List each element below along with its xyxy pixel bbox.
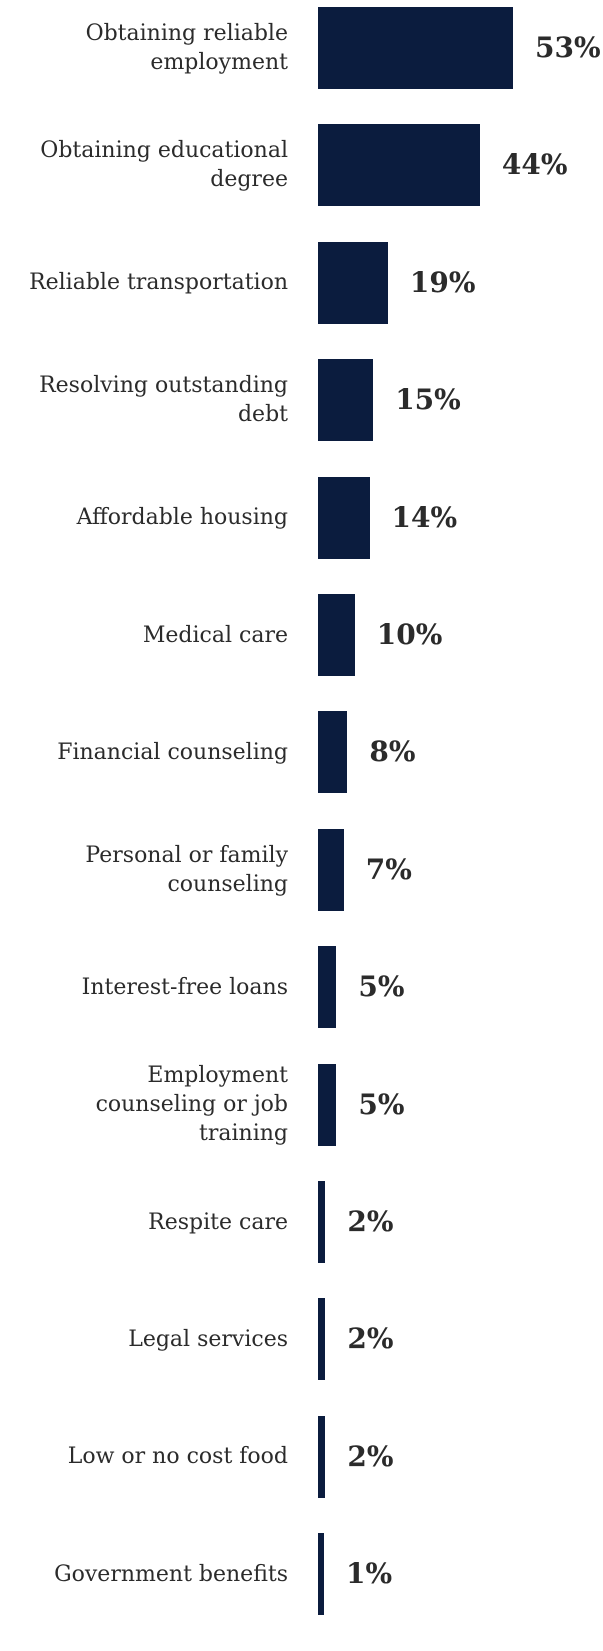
- chart-row: Medical care 10%: [0, 594, 603, 711]
- category-label: Interest-free loans: [81, 974, 288, 1000]
- bar: [318, 7, 513, 89]
- chart-row: Respite care 2%: [0, 1181, 603, 1298]
- bar: [318, 241, 388, 324]
- chart-row: Resolving outstanding debt 15%: [0, 359, 603, 476]
- value-label: 2%: [347, 1205, 394, 1238]
- category-label: Obtaining reliable employment: [85, 21, 288, 75]
- chart-row: Obtaining reliable employment 53%: [0, 7, 603, 124]
- chart-row: Reliable transportation 19%: [0, 241, 603, 359]
- value-label: 8%: [369, 735, 416, 769]
- value-label: 5%: [358, 970, 405, 1004]
- value-label: 53%: [535, 31, 601, 64]
- chart-row: Legal services 2%: [0, 1298, 603, 1415]
- category-label: Government benefits: [54, 1561, 288, 1587]
- value-label: 2%: [347, 1322, 394, 1356]
- value-label: 7%: [365, 852, 412, 886]
- category-label: Respite care: [148, 1209, 288, 1235]
- bar-chart: Obtaining reliable employment 53% Obtaining…: [0, 7, 603, 1616]
- value-label: 19%: [409, 265, 476, 299]
- chart-row: Interest-free loans 5%: [0, 946, 603, 1063]
- bar: [318, 1415, 326, 1498]
- category-label: Financial counseling: [57, 739, 288, 765]
- value-label: 44%: [501, 148, 568, 182]
- bar: [318, 1181, 326, 1263]
- bar: [318, 1063, 337, 1146]
- chart-row: Employment counseling or job training 5%: [0, 1063, 603, 1181]
- category-label: Low or no cost food: [67, 1444, 288, 1470]
- category-label: Personal or family counseling: [85, 842, 288, 897]
- bar: [318, 946, 337, 1029]
- category-label: Affordable housing: [76, 505, 288, 531]
- value-label: 5%: [358, 1087, 405, 1121]
- category-label: Resolving outstanding debt: [39, 373, 288, 428]
- bar: [318, 476, 370, 559]
- chart-row: Low or no cost food 2%: [0, 1415, 603, 1533]
- bar: [318, 1533, 324, 1616]
- chart-row: Obtaining educational degree 44%: [0, 124, 603, 241]
- category-label: Employment counseling or job training: [95, 1063, 288, 1147]
- value-label: 2%: [347, 1439, 394, 1473]
- value-label: 1%: [346, 1557, 393, 1591]
- value-label: 15%: [395, 383, 461, 417]
- chart-row: Affordable housing 14%: [0, 476, 603, 594]
- category-label: Medical care: [142, 622, 288, 648]
- bar: [318, 828, 344, 911]
- bar: [318, 594, 355, 676]
- chart-row: Personal or family counseling 7%: [0, 828, 603, 946]
- bar: [318, 1298, 326, 1381]
- value-label: 10%: [376, 618, 443, 651]
- category-label: Obtaining educational degree: [40, 138, 288, 193]
- bar: [318, 711, 348, 794]
- category-label: Legal services: [128, 1326, 288, 1352]
- bar: [318, 124, 480, 207]
- category-label: Reliable transportation: [29, 270, 288, 296]
- bar: [318, 359, 374, 442]
- chart-row: Financial counseling 8%: [0, 711, 603, 828]
- value-label: 14%: [391, 500, 458, 534]
- chart-row: Government benefits 1%: [0, 1533, 603, 1650]
